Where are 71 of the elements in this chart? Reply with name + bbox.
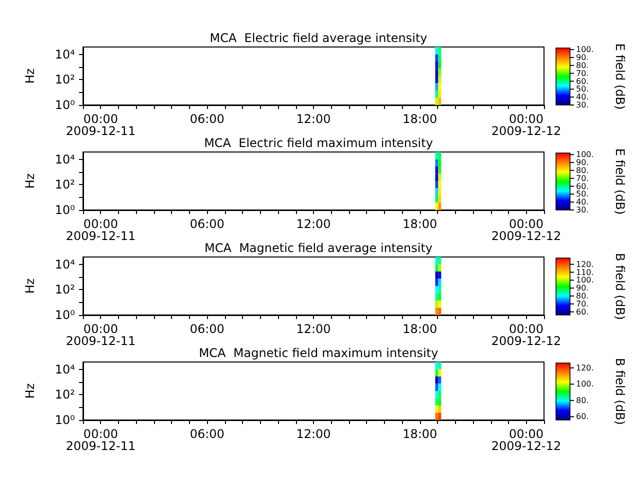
- x-tick-label: 12:00: [296, 427, 331, 441]
- x-tick-label: 06:00: [190, 112, 224, 126]
- color-bar-label: 100.: [576, 380, 594, 389]
- y-tick-label: 10⁰: [54, 203, 76, 217]
- x-tick-label: 00:00 2009-12-12: [491, 427, 562, 453]
- x-tick-label: 00:00 2009-12-12: [491, 217, 562, 243]
- y-tick-label: 10⁴: [54, 362, 76, 376]
- y-tick-label: 10²: [54, 178, 76, 192]
- x-tick-label: 12:00: [296, 217, 331, 231]
- color-bar-label: 40.: [576, 92, 589, 102]
- color-bar-label: 60.: [576, 307, 589, 316]
- x-tick-label: 00:00 2009-12-12: [491, 322, 562, 348]
- color-bar-label: 60.: [576, 182, 589, 191]
- y-tick-label: 10⁰: [54, 413, 76, 427]
- x-tick-label: 12:00: [296, 322, 331, 336]
- x-tick-label: 18:00: [402, 322, 438, 336]
- color-bar-label: 70.: [576, 174, 589, 183]
- color-bar-label: 90.: [576, 53, 589, 62]
- x-tick-label: 06:00: [190, 427, 224, 441]
- y-tick-label: 10²: [54, 388, 76, 402]
- color-bar-label: 60.: [576, 76, 589, 86]
- color-bar-label: 80.: [576, 396, 589, 405]
- x-tick-label: 00:00 2009-12-11: [66, 217, 136, 243]
- y-tick-label: 10⁴: [54, 152, 76, 166]
- color-bar-title: E field (dB): [613, 148, 627, 215]
- color-bar-label: 120.: [576, 363, 594, 372]
- x-tick-label: 18:00: [402, 427, 438, 441]
- x-tick-label: 00:00 2009-12-11: [66, 427, 136, 453]
- y-axis-title: Hz: [23, 278, 37, 294]
- color-bar-title: B field (dB): [613, 253, 627, 320]
- x-tick-label: 06:00: [190, 217, 224, 231]
- chart-title: MCA Magnetic field average intensity: [204, 241, 433, 255]
- y-axis-title: Hz: [23, 383, 37, 399]
- color-bar-label: 50.: [576, 190, 589, 199]
- y-tick-label: 10⁴: [54, 47, 76, 62]
- color-bar-label: 70.: [576, 68, 589, 78]
- y-tick-label: 10⁴: [54, 257, 76, 272]
- color-bar-label: 80.: [576, 166, 589, 175]
- color-bar-label: 50.: [576, 84, 589, 94]
- y-tick-label: 10²: [54, 282, 76, 297]
- color-bar-label: 90.: [576, 158, 589, 167]
- x-tick-label: 12:00: [296, 112, 331, 126]
- chart-title: MCA Magnetic field maximum intensity: [198, 346, 438, 360]
- color-bar-label: 30.: [576, 100, 589, 110]
- color-bar-label: 30.: [576, 206, 589, 214]
- color-bar-label: 80.: [576, 292, 589, 300]
- x-tick-label: 06:00: [190, 322, 224, 336]
- chart-title: MCA Electric field average intensity: [210, 31, 428, 45]
- x-tick-label: 18:00: [402, 112, 438, 126]
- color-bar-title: E field (dB): [613, 43, 627, 110]
- color-bar-title: B field (dB): [613, 358, 627, 425]
- color-bar-label: 100.: [576, 45, 594, 54]
- color-bar-label: 70.: [576, 299, 589, 308]
- x-tick-label: 00:00 2009-12-11: [66, 322, 136, 348]
- y-tick-label: 10⁰: [54, 98, 76, 112]
- x-tick-label: 18:00: [402, 217, 438, 231]
- color-bar-label: 110.: [576, 268, 594, 277]
- color-bar-label: 80.: [576, 60, 589, 70]
- color-bar-label: 60.: [576, 412, 589, 422]
- color-bar-label: 90.: [576, 284, 589, 293]
- x-tick-label: 00:00 2009-12-11: [66, 112, 136, 138]
- x-tick-label: 00:00 2009-12-12: [491, 112, 562, 138]
- y-tick-label: 10⁰: [54, 308, 76, 322]
- color-bar-label: 40.: [576, 198, 589, 207]
- y-axis-title: Hz: [23, 68, 37, 84]
- chart-title: MCA Electric field maximum intensity: [204, 136, 433, 150]
- color-bar-label: 100.: [576, 276, 594, 285]
- y-tick-label: 10²: [54, 72, 76, 87]
- color-bar-label: 100.: [576, 150, 594, 160]
- color-bar-label: 120.: [576, 260, 594, 269]
- y-axis-title: Hz: [23, 173, 37, 189]
